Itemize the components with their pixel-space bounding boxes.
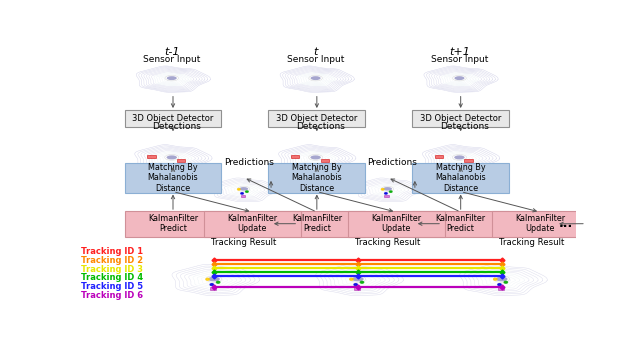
Text: KalmanFilter
Predict: KalmanFilter Predict <box>148 214 198 233</box>
Circle shape <box>385 193 387 194</box>
Text: Predictions: Predictions <box>367 158 417 167</box>
Text: t: t <box>314 47 318 57</box>
Circle shape <box>206 278 209 280</box>
Ellipse shape <box>206 276 222 282</box>
Text: Detections: Detections <box>296 122 345 131</box>
FancyBboxPatch shape <box>269 163 365 193</box>
Ellipse shape <box>452 154 467 160</box>
Text: Sensor Input: Sensor Input <box>431 55 488 64</box>
Text: Tracking ID 2: Tracking ID 2 <box>81 256 143 265</box>
Circle shape <box>237 189 240 190</box>
Text: KalmanFilter
Update: KalmanFilter Update <box>371 214 421 233</box>
FancyBboxPatch shape <box>269 211 365 237</box>
Text: Matching By
Mahalanobis
Distance: Matching By Mahalanobis Distance <box>435 163 486 193</box>
Text: t-1: t-1 <box>164 47 179 57</box>
Circle shape <box>354 284 357 285</box>
FancyBboxPatch shape <box>412 211 509 237</box>
Text: Tracking ID 1: Tracking ID 1 <box>81 247 143 256</box>
FancyBboxPatch shape <box>291 155 300 158</box>
FancyBboxPatch shape <box>210 287 216 290</box>
Circle shape <box>241 193 243 194</box>
Text: t+1: t+1 <box>449 47 470 57</box>
Circle shape <box>390 191 392 192</box>
Text: Sensor Input: Sensor Input <box>287 55 344 64</box>
Ellipse shape <box>208 277 220 282</box>
Text: Detections: Detections <box>440 122 489 131</box>
Text: KalmanFilter
Predict: KalmanFilter Predict <box>436 214 486 233</box>
Text: Tracking ID 6: Tracking ID 6 <box>81 291 143 300</box>
FancyBboxPatch shape <box>348 211 445 237</box>
Text: Sensor Input: Sensor Input <box>143 55 200 64</box>
Text: Matching By
Mahalanobis
Distance: Matching By Mahalanobis Distance <box>148 163 198 193</box>
Text: Predictions: Predictions <box>224 158 273 167</box>
FancyBboxPatch shape <box>354 287 360 290</box>
Text: KalmanFilter
Predict: KalmanFilter Predict <box>292 214 342 233</box>
Ellipse shape <box>310 155 321 159</box>
Ellipse shape <box>383 187 392 191</box>
FancyBboxPatch shape <box>269 110 365 127</box>
Text: ...: ... <box>559 217 573 230</box>
Text: 3D Object Detector: 3D Object Detector <box>276 114 358 123</box>
Ellipse shape <box>310 76 321 80</box>
Ellipse shape <box>496 277 508 282</box>
Text: Tracking ID 4: Tracking ID 4 <box>81 273 143 283</box>
Text: Tracking Result: Tracking Result <box>355 238 420 247</box>
Circle shape <box>216 282 220 283</box>
Circle shape <box>381 189 384 190</box>
FancyBboxPatch shape <box>465 159 473 162</box>
FancyBboxPatch shape <box>156 164 165 168</box>
FancyBboxPatch shape <box>125 211 221 237</box>
Text: Tracking ID 3: Tracking ID 3 <box>81 265 143 274</box>
Text: 3D Object Detector: 3D Object Detector <box>132 114 214 123</box>
Ellipse shape <box>454 76 465 80</box>
Ellipse shape <box>493 276 509 282</box>
Ellipse shape <box>308 154 323 160</box>
FancyBboxPatch shape <box>444 164 452 168</box>
FancyBboxPatch shape <box>492 211 588 237</box>
FancyBboxPatch shape <box>300 164 308 168</box>
FancyBboxPatch shape <box>125 110 221 127</box>
FancyBboxPatch shape <box>385 196 389 197</box>
Ellipse shape <box>239 187 248 191</box>
FancyBboxPatch shape <box>435 155 444 158</box>
Text: Tracking ID 5: Tracking ID 5 <box>81 282 143 291</box>
FancyBboxPatch shape <box>321 159 329 162</box>
Circle shape <box>493 278 497 280</box>
Ellipse shape <box>164 154 179 160</box>
Text: Matching By
Mahalanobis
Distance: Matching By Mahalanobis Distance <box>292 163 342 193</box>
Ellipse shape <box>166 155 177 159</box>
Text: Tracking Result: Tracking Result <box>211 238 276 247</box>
Ellipse shape <box>452 75 466 81</box>
FancyBboxPatch shape <box>241 196 246 197</box>
Text: 3D Object Detector: 3D Object Detector <box>420 114 501 123</box>
Text: Detections: Detections <box>152 122 201 131</box>
Ellipse shape <box>349 276 366 282</box>
Ellipse shape <box>237 186 250 191</box>
FancyBboxPatch shape <box>204 211 301 237</box>
Circle shape <box>360 282 364 283</box>
FancyBboxPatch shape <box>147 155 156 158</box>
Circle shape <box>349 278 353 280</box>
FancyBboxPatch shape <box>412 110 509 127</box>
Circle shape <box>498 284 501 285</box>
Circle shape <box>504 282 508 283</box>
FancyBboxPatch shape <box>412 163 509 193</box>
FancyBboxPatch shape <box>498 287 504 290</box>
Circle shape <box>246 191 248 192</box>
Text: KalmanFilter
Update: KalmanFilter Update <box>515 214 565 233</box>
Circle shape <box>210 284 214 285</box>
Text: KalmanFilter
Update: KalmanFilter Update <box>227 214 277 233</box>
FancyBboxPatch shape <box>125 163 221 193</box>
Text: Tracking Result: Tracking Result <box>499 238 564 247</box>
Ellipse shape <box>352 277 364 282</box>
FancyBboxPatch shape <box>177 159 186 162</box>
Ellipse shape <box>381 186 394 191</box>
Ellipse shape <box>165 75 179 81</box>
Ellipse shape <box>167 76 177 80</box>
Ellipse shape <box>309 75 323 81</box>
Ellipse shape <box>454 155 465 159</box>
